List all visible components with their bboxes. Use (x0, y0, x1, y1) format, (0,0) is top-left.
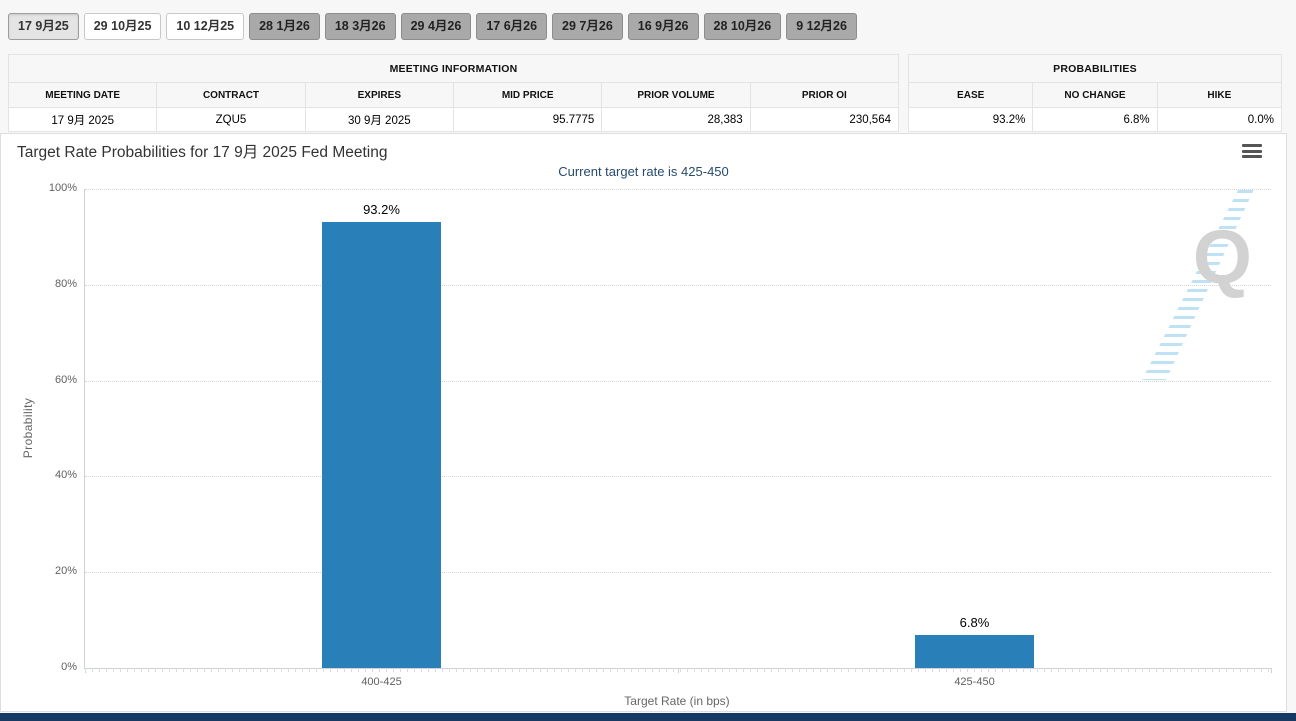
y-axis-tick-label: 40% (54, 469, 77, 482)
col-mid-price: MID PRICE (452, 82, 603, 108)
y-gridline (85, 380, 1271, 382)
ease-value: 93.2% (907, 107, 1034, 132)
y-axis-title: Probability (21, 397, 35, 459)
y-axis-tick-label: 0% (61, 661, 77, 673)
fed-meeting-probability-chart-panel: Target Rate Probabilities for 17 9月 2025… (0, 133, 1287, 712)
y-gridline (85, 189, 1271, 190)
probability-bar-425-450[interactable] (915, 635, 1034, 668)
col-hike: HIKE (1156, 82, 1283, 108)
y-gridline (85, 476, 1271, 478)
table-row: MEETING INFORMATION (8, 54, 899, 83)
x-axis-category-label: 400-425 (361, 676, 402, 688)
meeting-tab-7[interactable]: 17 6月26 (476, 13, 548, 40)
meeting-tab-11[interactable]: 9 12月26 (786, 13, 857, 40)
col-prior-oi: PRIOR OI (749, 82, 900, 108)
table-row: PROBABILITIES (908, 54, 1282, 83)
meeting-tab-3[interactable]: 10 12月25 (166, 13, 245, 40)
bar-value-label: 93.2% (363, 202, 400, 217)
probabilities-table: PROBABILITIES EASE NO CHANGE HIKE 93.2% … (907, 54, 1283, 132)
no-change-value: 6.8% (1032, 107, 1158, 132)
table-row: EASE NO CHANGE HIKE (907, 82, 1283, 108)
y-gridline (85, 572, 1271, 574)
probabilities-title: PROBABILITIES (908, 54, 1282, 83)
probability-bar-400-425[interactable] (322, 222, 441, 668)
contract-value: ZQU5 (156, 107, 306, 132)
mid-price-value: 95.7775 (452, 107, 603, 132)
meeting-tab-2[interactable]: 29 10月25 (83, 13, 162, 40)
hamburger-bar (1242, 155, 1262, 158)
meeting-tab-bar: 17 9月25 29 10月25 10 12月25 28 1月26 18 3月26 29 … (8, 13, 862, 43)
x-axis-title: Target Rate (in bps) (624, 694, 730, 708)
col-ease: EASE (907, 82, 1034, 108)
prior-volume-value: 28,383 (601, 107, 751, 132)
y-axis-tick-label: 20% (54, 565, 77, 578)
col-contract: CONTRACT (156, 82, 306, 108)
plot-area: 0% 20% 40% 60% 80% 100% 93.2% 400-425 6.8% 425-45… (49, 182, 1272, 688)
meeting-information-table: MEETING INFORMATION MEETING DATE CONTRAC… (7, 54, 900, 132)
prior-oi-value: 230,564 (749, 107, 900, 132)
footer-bar (0, 713, 1296, 721)
chart-subtitle: Current target rate is 425-450 (558, 164, 729, 179)
meeting-tab-5[interactable]: 18 3月26 (324, 13, 396, 40)
y-axis-tick-label: 100% (48, 182, 77, 194)
hamburger-bar (1242, 144, 1262, 147)
meeting-tab-1[interactable]: 17 9月25 (8, 13, 79, 40)
table-row: 17 9月 2025 ZQU5 30 9月 2025 95.7775 28,38… (7, 107, 900, 132)
chart-title: Target Rate Probabilities for 17 9月 2025… (17, 144, 388, 161)
hamburger-menu-icon[interactable] (1242, 144, 1262, 160)
hamburger-bar (1242, 149, 1262, 153)
col-expires: EXPIRES (304, 82, 454, 108)
col-meeting-date: MEETING DATE (7, 82, 158, 108)
meeting-information-title: MEETING INFORMATION (8, 54, 899, 83)
meeting-date-value: 17 9月 2025 (7, 107, 158, 132)
table-row: 93.2% 6.8% 0.0% (907, 107, 1283, 132)
meeting-tab-4[interactable]: 28 1月26 (249, 13, 320, 40)
meeting-tab-8[interactable]: 29 7月26 (552, 13, 623, 40)
hike-value: 0.0% (1156, 107, 1283, 132)
meeting-tab-6[interactable]: 29 4月26 (400, 13, 472, 40)
y-gridline (85, 284, 1271, 286)
col-no-change: NO CHANGE (1032, 82, 1158, 108)
y-axis-tick-label: 80% (54, 277, 77, 290)
x-axis-tick (85, 668, 86, 673)
x-axis-category-label: 425-450 (954, 676, 995, 688)
x-axis-tick (1271, 668, 1272, 673)
y-axis-tick-label: 60% (54, 373, 77, 386)
bar-value-label: 6.8% (959, 615, 990, 630)
expires-value: 30 9月 2025 (304, 107, 454, 132)
table-row: MEETING DATE CONTRACT EXPIRES MID PRICE … (7, 82, 900, 108)
meeting-tab-10[interactable]: 28 10月26 (703, 13, 782, 40)
col-prior-volume: PRIOR VOLUME (601, 82, 751, 108)
x-axis-tick (678, 668, 679, 673)
meeting-tab-9[interactable]: 16 9月26 (627, 13, 699, 40)
